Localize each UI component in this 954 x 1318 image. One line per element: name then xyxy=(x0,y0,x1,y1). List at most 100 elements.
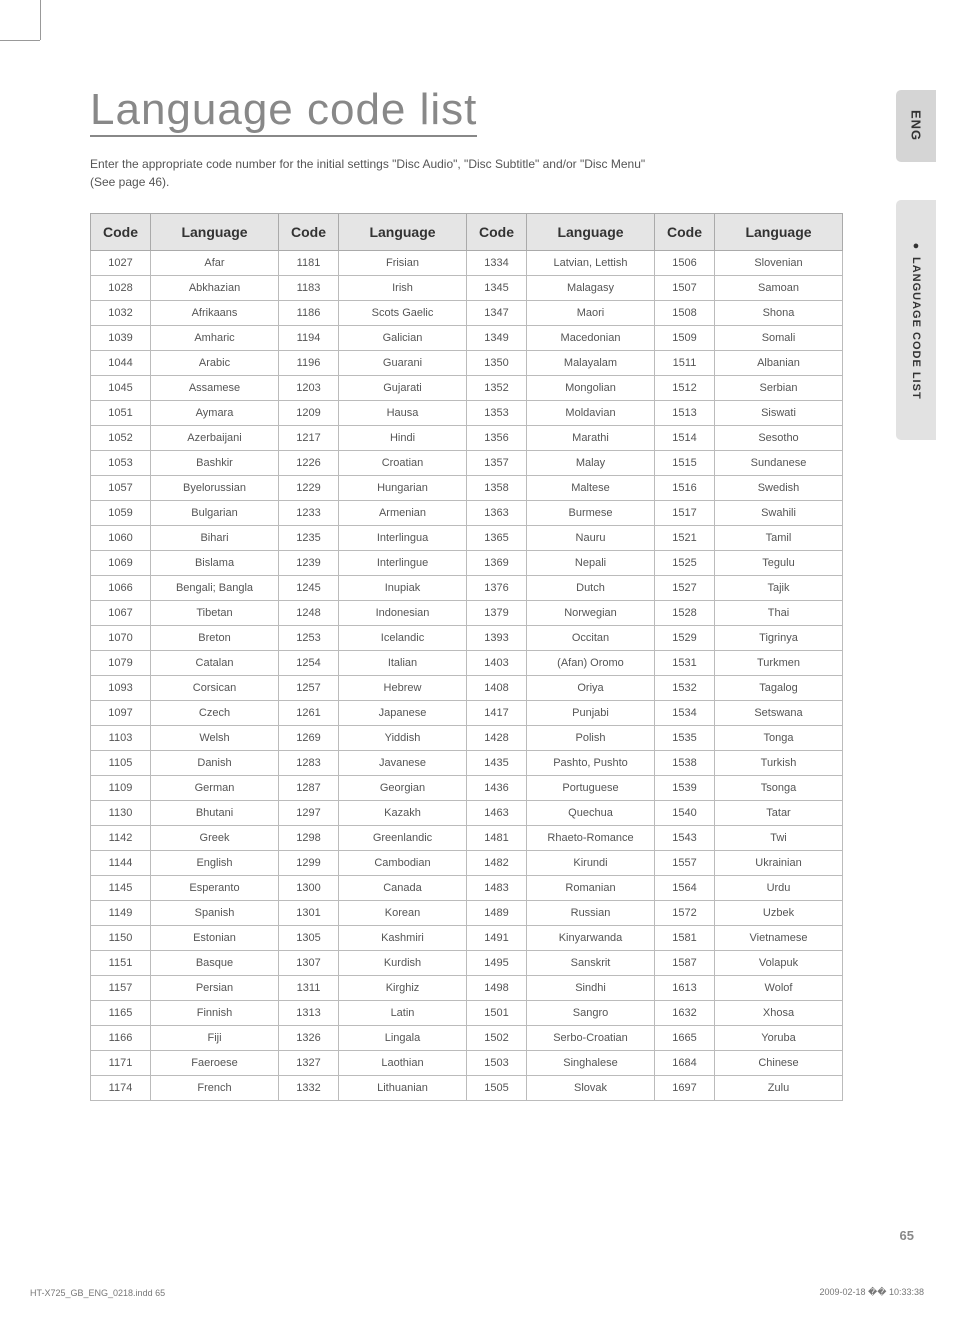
language-cell: Danish xyxy=(151,751,279,776)
language-cell: Dutch xyxy=(527,576,655,601)
language-code-table: Code Language Code Language Code Languag… xyxy=(90,213,843,1101)
code-cell: 1481 xyxy=(467,826,527,851)
code-cell: 1028 xyxy=(91,276,151,301)
code-cell: 1528 xyxy=(655,601,715,626)
code-cell: 1239 xyxy=(279,551,339,576)
code-cell: 1183 xyxy=(279,276,339,301)
code-cell: 1097 xyxy=(91,701,151,726)
code-cell: 1150 xyxy=(91,926,151,951)
language-cell: Czech xyxy=(151,701,279,726)
table-row: 1145Esperanto1300Canada1483Romanian1564U… xyxy=(91,876,843,901)
language-cell: Rhaeto-Romance xyxy=(527,826,655,851)
code-cell: 1665 xyxy=(655,1026,715,1051)
code-cell: 1305 xyxy=(279,926,339,951)
code-cell: 1144 xyxy=(91,851,151,876)
code-cell: 1587 xyxy=(655,951,715,976)
code-cell: 1060 xyxy=(91,526,151,551)
code-cell: 1327 xyxy=(279,1051,339,1076)
code-cell: 1174 xyxy=(91,1076,151,1101)
language-cell: Wolof xyxy=(715,976,843,1001)
code-cell: 1349 xyxy=(467,326,527,351)
table-row: 1067Tibetan1248Indonesian1379Norwegian15… xyxy=(91,601,843,626)
code-cell: 1352 xyxy=(467,376,527,401)
table-row: 1059Bulgarian1233Armenian1363Burmese1517… xyxy=(91,501,843,526)
footer-right: 2009-02-18 �� 10:33:38 xyxy=(819,1287,924,1298)
language-cell: Turkmen xyxy=(715,651,843,676)
code-cell: 1313 xyxy=(279,1001,339,1026)
language-cell: Xhosa xyxy=(715,1001,843,1026)
code-cell: 1408 xyxy=(467,676,527,701)
language-cell: Pashto, Pushto xyxy=(527,751,655,776)
language-cell: German xyxy=(151,776,279,801)
code-cell: 1261 xyxy=(279,701,339,726)
code-cell: 1059 xyxy=(91,501,151,526)
code-cell: 1505 xyxy=(467,1076,527,1101)
language-cell: Vietnamese xyxy=(715,926,843,951)
code-cell: 1171 xyxy=(91,1051,151,1076)
code-cell: 1502 xyxy=(467,1026,527,1051)
language-cell: Yiddish xyxy=(339,726,467,751)
language-cell: Sesotho xyxy=(715,426,843,451)
language-cell: Spanish xyxy=(151,901,279,926)
table-row: 1060Bihari1235Interlingua1365Nauru1521Ta… xyxy=(91,526,843,551)
language-cell: Hindi xyxy=(339,426,467,451)
table-row: 1109German1287Georgian1436Portuguese1539… xyxy=(91,776,843,801)
code-cell: 1491 xyxy=(467,926,527,951)
code-cell: 1298 xyxy=(279,826,339,851)
code-cell: 1299 xyxy=(279,851,339,876)
language-cell: Samoan xyxy=(715,276,843,301)
table-row: 1066Bengali; Bangla1245Inupiak1376Dutch1… xyxy=(91,576,843,601)
language-cell: Hausa xyxy=(339,401,467,426)
code-cell: 1070 xyxy=(91,626,151,651)
language-cell: Chinese xyxy=(715,1051,843,1076)
code-cell: 1527 xyxy=(655,576,715,601)
language-cell: Maori xyxy=(527,301,655,326)
language-cell: Bihari xyxy=(151,526,279,551)
code-cell: 1053 xyxy=(91,451,151,476)
language-cell: Nepali xyxy=(527,551,655,576)
language-cell: Aymara xyxy=(151,401,279,426)
code-cell: 1057 xyxy=(91,476,151,501)
code-cell: 1403 xyxy=(467,651,527,676)
code-cell: 1515 xyxy=(655,451,715,476)
code-cell: 1253 xyxy=(279,626,339,651)
language-cell: Assamese xyxy=(151,376,279,401)
code-cell: 1358 xyxy=(467,476,527,501)
language-cell: Occitan xyxy=(527,626,655,651)
code-cell: 1697 xyxy=(655,1076,715,1101)
code-cell: 1543 xyxy=(655,826,715,851)
language-cell: Turkish xyxy=(715,751,843,776)
col-header-code-1: Code xyxy=(91,214,151,251)
code-cell: 1235 xyxy=(279,526,339,551)
table-row: 1093Corsican1257Hebrew1408Oriya1532Tagal… xyxy=(91,676,843,701)
language-cell: Welsh xyxy=(151,726,279,751)
code-cell: 1517 xyxy=(655,501,715,526)
language-cell: Sangro xyxy=(527,1001,655,1026)
code-cell: 1489 xyxy=(467,901,527,926)
code-cell: 1145 xyxy=(91,876,151,901)
code-cell: 1428 xyxy=(467,726,527,751)
language-cell: Serbo-Croatian xyxy=(527,1026,655,1051)
code-cell: 1511 xyxy=(655,351,715,376)
language-cell: Breton xyxy=(151,626,279,651)
col-header-lang-4: Language xyxy=(715,214,843,251)
code-cell: 1540 xyxy=(655,801,715,826)
code-cell: 1196 xyxy=(279,351,339,376)
code-cell: 1105 xyxy=(91,751,151,776)
code-cell: 1203 xyxy=(279,376,339,401)
code-cell: 1209 xyxy=(279,401,339,426)
code-cell: 1564 xyxy=(655,876,715,901)
table-row: 1032Afrikaans1186Scots Gaelic1347Maori15… xyxy=(91,301,843,326)
table-row: 1105Danish1283Javanese1435Pashto, Pushto… xyxy=(91,751,843,776)
code-cell: 1311 xyxy=(279,976,339,1001)
language-cell: Tigrinya xyxy=(715,626,843,651)
table-row: 1144English1299Cambodian1482Kirundi1557U… xyxy=(91,851,843,876)
language-cell: Kashmiri xyxy=(339,926,467,951)
language-cell: Malayalam xyxy=(527,351,655,376)
language-cell: Bashkir xyxy=(151,451,279,476)
code-cell: 1186 xyxy=(279,301,339,326)
language-cell: Oriya xyxy=(527,676,655,701)
language-cell: Tibetan xyxy=(151,601,279,626)
language-cell: Kirghiz xyxy=(339,976,467,1001)
code-cell: 1495 xyxy=(467,951,527,976)
